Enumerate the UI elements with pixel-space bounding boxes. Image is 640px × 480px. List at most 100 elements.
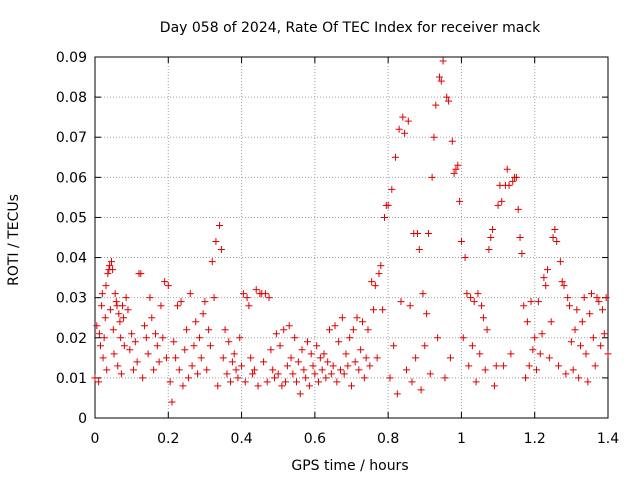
data-point (419, 290, 427, 298)
data-point (223, 370, 231, 378)
data-point (326, 326, 334, 334)
data-point (437, 77, 445, 85)
data-point (302, 374, 310, 382)
data-point (280, 326, 288, 334)
data-point (93, 322, 101, 330)
data-point (448, 137, 456, 145)
data-point (110, 350, 118, 358)
data-point (593, 294, 601, 302)
data-point (305, 382, 313, 390)
data-point (435, 73, 443, 81)
data-point (115, 310, 123, 318)
data-point (153, 342, 161, 350)
data-point (300, 366, 308, 374)
data-point (98, 302, 106, 310)
data-point (520, 302, 528, 310)
data-point (118, 302, 126, 310)
data-point (498, 197, 506, 205)
x-tick-label: 1.4 (597, 431, 619, 447)
data-point (512, 173, 520, 181)
data-point (133, 358, 141, 366)
data-point (117, 370, 125, 378)
data-point (285, 322, 293, 330)
data-point (238, 362, 246, 370)
data-point (315, 378, 323, 386)
data-point (577, 342, 585, 350)
data-point (602, 294, 610, 302)
data-point (401, 129, 409, 137)
data-point (157, 302, 165, 310)
data-point (604, 350, 612, 358)
data-point (261, 290, 269, 298)
data-point (441, 374, 449, 382)
data-point (116, 318, 124, 326)
data-point (358, 318, 366, 326)
data-point (183, 326, 191, 334)
data-point (523, 318, 531, 326)
data-point (333, 378, 341, 386)
data-point (95, 378, 103, 386)
data-point (296, 390, 304, 398)
x-axis-label: GPS time / hours (291, 458, 408, 474)
data-point (309, 362, 317, 370)
data-point (294, 358, 302, 366)
data-point (205, 326, 213, 334)
data-point (166, 378, 174, 386)
data-point (142, 334, 150, 342)
data-point (320, 350, 328, 358)
data-point (194, 370, 202, 378)
data-point (274, 370, 282, 378)
data-point (210, 294, 218, 302)
data-point (534, 298, 542, 306)
data-point (487, 234, 495, 241)
data-point (589, 334, 597, 342)
data-point (287, 354, 295, 362)
data-point (353, 314, 361, 322)
chart-title: Day 058 of 2024, Rate Of TEC Index for r… (160, 20, 541, 36)
data-point (329, 362, 337, 370)
data-point (140, 322, 148, 330)
data-point (481, 366, 489, 374)
data-point (117, 334, 125, 342)
data-point (298, 346, 306, 354)
data-point (445, 97, 453, 105)
data-point (250, 366, 258, 374)
data-point (375, 270, 383, 278)
data-point (580, 294, 588, 302)
data-point (599, 306, 607, 314)
data-point (267, 346, 275, 354)
data-point (230, 350, 238, 358)
x-tick-label: 1.2 (524, 431, 546, 447)
data-point (456, 197, 464, 205)
data-point (151, 330, 159, 338)
data-point (459, 334, 467, 342)
data-point (465, 362, 473, 370)
data-point (567, 338, 575, 346)
data-point (399, 113, 407, 121)
data-point (98, 290, 106, 298)
data-point (584, 378, 592, 386)
data-point (260, 358, 268, 366)
data-point (139, 374, 147, 382)
data-point (503, 165, 511, 173)
data-point (289, 370, 297, 378)
data-point (547, 318, 555, 326)
data-point (96, 342, 104, 350)
data-point (192, 318, 200, 326)
data-point (208, 258, 216, 266)
data-point (595, 298, 603, 306)
grid-lines (95, 57, 608, 418)
data-point (338, 314, 346, 322)
data-point (564, 294, 572, 302)
data-point (137, 270, 145, 278)
data-point (179, 382, 187, 390)
data-point (402, 366, 410, 374)
data-point (212, 238, 220, 246)
data-point (162, 354, 170, 362)
data-point (558, 278, 566, 286)
data-point (318, 366, 326, 374)
data-point (413, 229, 421, 237)
data-point (129, 366, 137, 374)
data-point (507, 350, 515, 358)
